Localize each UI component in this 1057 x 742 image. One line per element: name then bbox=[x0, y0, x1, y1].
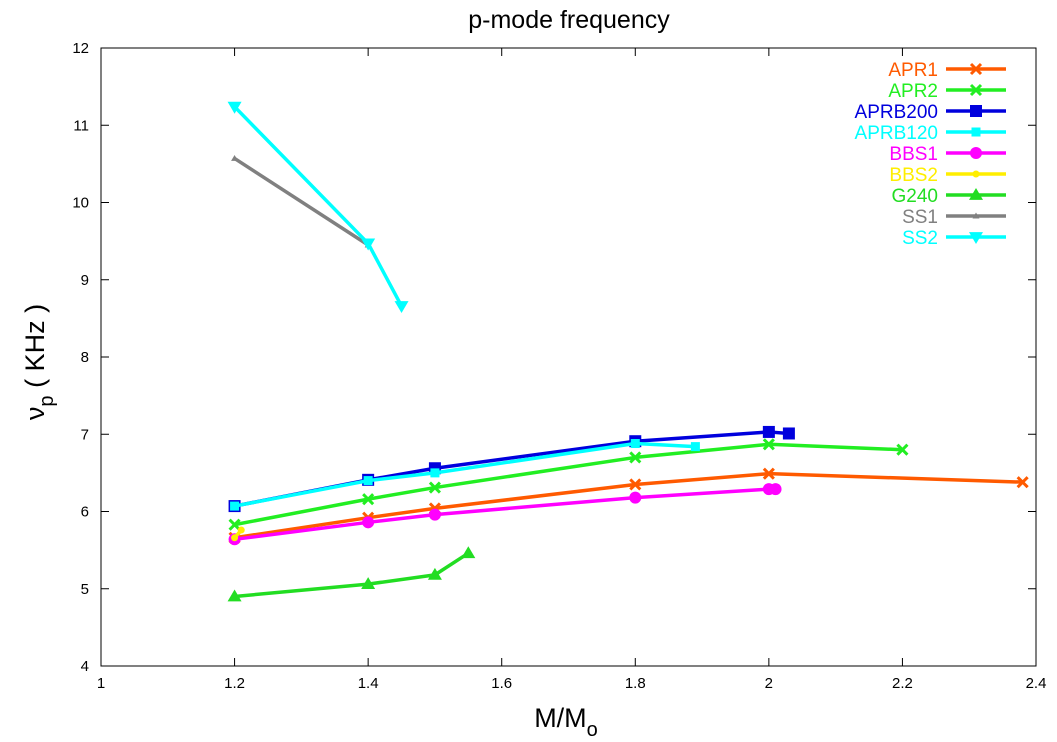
point-g240-3 bbox=[461, 546, 476, 559]
legend-marker-apr2 bbox=[969, 83, 983, 97]
series-ss1 bbox=[231, 154, 372, 248]
point-g240-2 bbox=[427, 567, 442, 580]
x-tick-label-2: 1.4 bbox=[358, 675, 379, 692]
x-tick-label-1: 1.2 bbox=[224, 675, 245, 692]
point-aprb120-2 bbox=[430, 468, 440, 478]
legend-label-ss2: SS2 bbox=[902, 228, 938, 249]
series-aprb120 bbox=[230, 439, 700, 511]
series-apr1 bbox=[228, 467, 1029, 544]
point-g240-1 bbox=[361, 577, 376, 590]
series-bbs2 bbox=[231, 526, 245, 542]
legend-label-bbs2: BBS2 bbox=[889, 165, 938, 186]
x-tick-label-5: 2 bbox=[765, 675, 773, 692]
point-bbs1-1 bbox=[362, 516, 375, 529]
legend-marker-aprb200 bbox=[970, 105, 982, 117]
y-tick-label-8: 12 bbox=[72, 40, 89, 57]
x-axis-title: M/Mo bbox=[534, 703, 598, 741]
legend-label-apr2: APR2 bbox=[888, 81, 938, 102]
point-apr2-2 bbox=[428, 481, 441, 494]
point-bbs1-2 bbox=[428, 508, 441, 521]
point-apr2-0 bbox=[228, 518, 241, 531]
x-tick-label-6: 2.2 bbox=[892, 675, 913, 692]
legend-label-g240: G240 bbox=[892, 186, 938, 207]
y-tick-label-0: 4 bbox=[81, 658, 89, 675]
y-tick-label-2: 6 bbox=[81, 504, 89, 521]
chart-title: p-mode frequency bbox=[468, 6, 670, 34]
series-line-apr1 bbox=[234, 471, 1023, 540]
point-apr2-4 bbox=[762, 438, 775, 451]
point-apr2-3 bbox=[629, 451, 642, 464]
x-tick-label-4: 1.8 bbox=[625, 675, 646, 692]
y-tick-label-7: 11 bbox=[73, 117, 89, 134]
point-bbs2-0 bbox=[231, 534, 239, 542]
y-axis-title: νp ( KHz ) bbox=[20, 304, 58, 420]
y-tick-label-1: 5 bbox=[81, 581, 89, 598]
series-line-ss2 bbox=[233, 105, 404, 307]
legend-marker-bbs1 bbox=[970, 147, 982, 159]
x-tick-label-0: 1 bbox=[97, 675, 105, 692]
legend-label-aprb200: APRB200 bbox=[855, 102, 938, 123]
point-aprb120-1 bbox=[363, 476, 373, 486]
series-line-bbs1 bbox=[234, 487, 776, 542]
point-bbs1-5 bbox=[769, 483, 782, 496]
point-aprb200-4 bbox=[762, 425, 775, 438]
legend-marker-ss1 bbox=[972, 212, 980, 219]
point-apr2-5 bbox=[896, 443, 909, 456]
legend-label-ss1: SS1 bbox=[902, 207, 938, 228]
point-ss2-2 bbox=[394, 301, 409, 314]
series-line-apr2 bbox=[234, 442, 903, 527]
point-apr1-4 bbox=[762, 467, 775, 480]
series-line-aprb200 bbox=[234, 430, 790, 508]
series-g240 bbox=[227, 546, 476, 602]
x-axis-title-main: M/M bbox=[534, 703, 586, 733]
point-aprb120-3 bbox=[630, 439, 640, 449]
point-ss2-1 bbox=[361, 238, 376, 251]
point-g240-0 bbox=[227, 589, 242, 602]
y-tick-label-3: 7 bbox=[81, 426, 89, 443]
series-line-g240 bbox=[234, 551, 470, 599]
legend-marker-apr1 bbox=[969, 62, 983, 76]
series-ss2 bbox=[227, 101, 409, 314]
point-aprb120-4 bbox=[690, 442, 700, 452]
point-aprb120-0 bbox=[230, 501, 240, 511]
axis-ticks: 1 1.2 1.4 1.6 1.8 2 2.2 2.4 4 5 6 7 8 9 10 11 12 bbox=[72, 40, 1046, 692]
point-aprb200-5 bbox=[782, 427, 795, 440]
series-line-ss1 bbox=[233, 156, 370, 247]
y-axis-title-rest: ( KHz ) bbox=[20, 304, 50, 396]
y-tick-label-5: 9 bbox=[81, 272, 89, 289]
series-layer bbox=[227, 101, 1029, 602]
legend-marker-g240 bbox=[969, 188, 983, 200]
legend-marker-ss2 bbox=[969, 232, 983, 244]
legend-label-bbs1: BBS1 bbox=[889, 144, 938, 165]
y-axis-title-main: ν bbox=[20, 407, 50, 421]
y-tick-label-4: 8 bbox=[81, 349, 89, 366]
legend-label-apr1: APR1 bbox=[888, 60, 938, 81]
point-bbs1-3 bbox=[629, 491, 642, 504]
x-axis-title-sub: o bbox=[587, 719, 598, 741]
x-tick-label-7: 2.4 bbox=[1026, 675, 1047, 692]
point-ss1-0 bbox=[231, 154, 239, 161]
point-apr1-3 bbox=[629, 478, 642, 491]
legend-marker-bbs2 bbox=[972, 170, 980, 178]
legend-marker-aprb120 bbox=[971, 127, 981, 137]
point-bbs2-1 bbox=[237, 526, 245, 534]
y-axis-title-sub: p bbox=[36, 395, 58, 406]
legend-label-aprb120: APRB120 bbox=[855, 123, 938, 144]
y-tick-label-6: 10 bbox=[72, 195, 89, 212]
x-tick-label-3: 1.6 bbox=[491, 675, 512, 692]
series-apr2 bbox=[228, 438, 909, 531]
point-apr1-5 bbox=[1016, 476, 1029, 489]
point-ss2-0 bbox=[227, 101, 242, 114]
point-apr2-1 bbox=[362, 493, 375, 506]
series-bbs1 bbox=[228, 483, 782, 546]
